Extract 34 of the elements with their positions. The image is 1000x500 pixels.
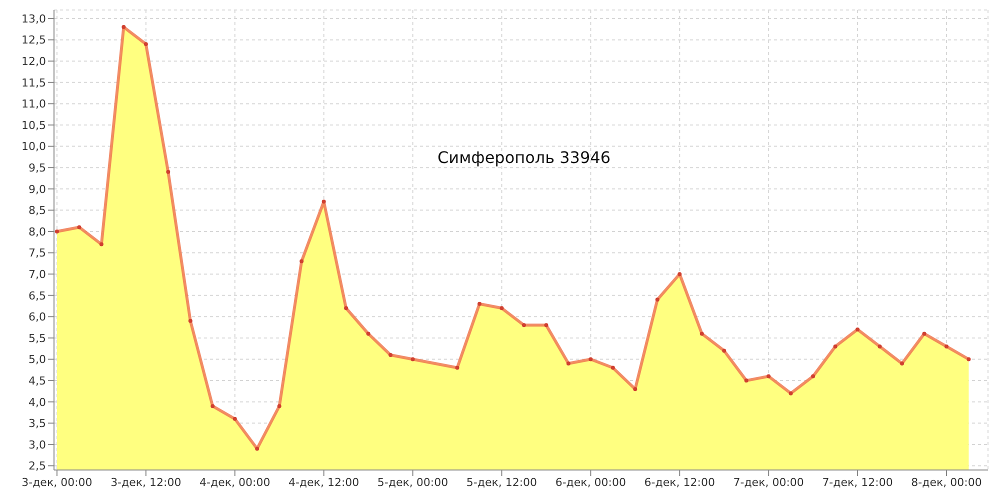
y-tick-label: 4,0 bbox=[28, 396, 46, 409]
x-tick-label: 8-дек, 00:00 bbox=[911, 476, 982, 489]
y-tick-label: 12,5 bbox=[22, 34, 46, 47]
y-tick-label: 8,5 bbox=[28, 204, 46, 218]
y-tick-label: 5,5 bbox=[28, 332, 46, 345]
y-tick-label: 11,0 bbox=[22, 98, 46, 111]
y-tick-label: 12,0 bbox=[22, 55, 46, 68]
y-tick-label: 8,0 bbox=[28, 225, 46, 238]
y-tick-label: 10,5 bbox=[22, 118, 46, 132]
x-tick-label: 5-дек, 00:00 bbox=[377, 476, 448, 489]
y-tick-label: 9,5 bbox=[28, 162, 46, 174]
x-tick-label: 7-дек, 12:00 bbox=[822, 476, 893, 489]
x-tick-label: 5-дек, 12:00 bbox=[466, 476, 538, 489]
y-tick-label: 3,0 bbox=[28, 438, 46, 452]
x-tick-label: 4-дек, 12:00 bbox=[288, 476, 360, 489]
text: Симферополь 33946 bbox=[436, 148, 612, 167]
y-tick-label: 4,5 bbox=[28, 374, 46, 388]
y-tick-label: 2,5 bbox=[28, 460, 46, 473]
y-tick-label: 9,0 bbox=[28, 182, 46, 196]
x-tick-label: 6-дек, 12:00 bbox=[644, 476, 715, 489]
y-tick-label: 11,5 bbox=[22, 76, 46, 90]
x-tick-label: 6-дек, 00:00 bbox=[555, 476, 626, 489]
y-tick-label: 7,0 bbox=[28, 268, 46, 281]
x-tick-label: 7-дек, 00:00 bbox=[733, 476, 804, 489]
y-tick-label: 6,0 bbox=[28, 310, 46, 324]
y-tick-label: 7,5 bbox=[28, 246, 46, 260]
x-tick-label: 4-дек, 00:00 bbox=[200, 476, 270, 489]
y-tick-label: 10,0 bbox=[22, 140, 46, 154]
x-tick-label: 3-дек, 00:00 bbox=[22, 476, 92, 489]
y-tick-label: 5,0 bbox=[28, 353, 46, 366]
y-tick-label: 6,5 bbox=[28, 289, 46, 302]
x-tick-label: 3-дек, 12:00 bbox=[110, 476, 182, 489]
y-tick-label: 3,5 bbox=[28, 417, 46, 430]
y-tick-label: 13,0 bbox=[22, 12, 46, 26]
